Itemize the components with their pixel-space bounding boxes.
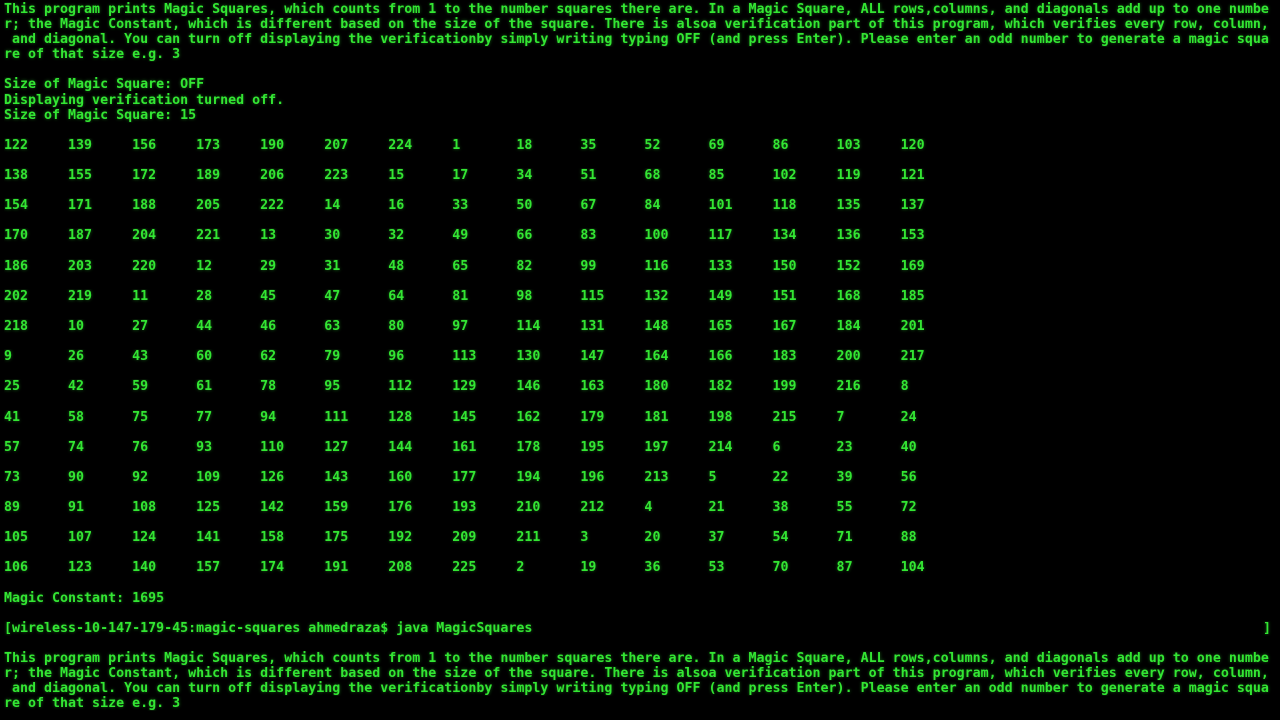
magic-constant-line: Magic Constant: 1695 (4, 590, 165, 606)
program-intro-bottom: This program prints Magic Squares, which… (4, 651, 1280, 711)
grid-row: 106 123 140 157 174 191 208 225 2 19 36 … (4, 560, 965, 576)
blank-line (4, 62, 1280, 77)
grid-row: 57 74 76 93 110 127 144 161 178 195 197 … (4, 439, 965, 455)
intro-line: r; the Magic Constant, which is differen… (4, 666, 1269, 682)
grid-row: 218 10 27 44 46 63 80 97 114 131 148 165… (4, 318, 965, 334)
blank-line (4, 545, 1280, 560)
intro-line: and diagonal. You can turn off displayin… (4, 681, 1269, 697)
blank-line (4, 304, 1280, 319)
blank-line (4, 153, 1280, 168)
intro-line: r; the Magic Constant, which is differen… (4, 17, 1269, 33)
program-intro-top: This program prints Magic Squares, which… (4, 2, 1280, 62)
intro-line: This program prints Magic Squares, which… (4, 651, 1269, 667)
intro-line: re of that size e.g. 3 (4, 696, 181, 712)
grid-row: 105 107 124 141 158 175 192 209 211 3 20… (4, 530, 965, 546)
intro-line: and diagonal. You can turn off displayin… (4, 32, 1269, 48)
blank-line (4, 455, 1280, 470)
intro-line: re of that size e.g. 3 (4, 47, 181, 63)
magic-square-grid: 122 139 156 173 190 207 224 1 18 35 52 6… (4, 138, 1280, 591)
shell-prompt-row: [wireless-10-147-179-45:magic-squares ah… (4, 621, 1280, 636)
size-prompt-15-line: Size of Magic Square: 15 (4, 107, 197, 123)
blank-line (4, 576, 1280, 591)
grid-row: 89 91 108 125 142 159 176 193 210 212 4 … (4, 500, 965, 516)
grid-row: 73 90 92 109 126 143 160 177 194 196 213… (4, 469, 965, 485)
grid-row: 170 187 204 221 13 30 32 49 66 83 100 11… (4, 228, 965, 244)
shell-prompt-line: [wireless-10-147-179-45:magic-squares ah… (4, 620, 533, 636)
blank-line (4, 636, 1280, 651)
grid-row: 138 155 172 189 206 223 15 17 34 51 68 8… (4, 168, 965, 184)
session-output: Size of Magic Square: OFF Displaying ver… (4, 77, 1280, 122)
grid-row: 122 139 156 173 190 207 224 1 18 35 52 6… (4, 137, 965, 153)
grid-row: 186 203 220 12 29 31 48 65 82 99 116 133… (4, 258, 965, 274)
blank-line (4, 606, 1280, 621)
grid-row: 25 42 59 61 78 95 112 129 146 163 180 18… (4, 379, 965, 395)
blank-line (4, 183, 1280, 198)
blank-line (4, 334, 1280, 349)
right-edge-bracket: ] (1262, 620, 1271, 636)
blank-line (4, 244, 1280, 259)
grid-row: 41 58 75 77 94 111 128 145 162 179 181 1… (4, 409, 965, 425)
verification-off-line: Displaying verification turned off. (4, 92, 285, 108)
grid-row: 154 171 188 205 222 14 16 33 50 67 84 10… (4, 198, 965, 214)
blank-line (4, 123, 1280, 138)
grid-row: 202 219 11 28 45 47 64 81 98 115 132 149… (4, 288, 965, 304)
intro-line: This program prints Magic Squares, which… (4, 2, 1269, 17)
blank-line (4, 274, 1280, 289)
size-prompt-off-line: Size of Magic Square: OFF (4, 77, 205, 93)
blank-line (4, 213, 1280, 228)
blank-line (4, 364, 1280, 379)
grid-row: 9 26 43 60 62 79 96 113 130 147 164 166 … (4, 349, 965, 365)
blank-line (4, 425, 1280, 440)
blank-line (4, 485, 1280, 500)
blank-line (4, 394, 1280, 409)
blank-line (4, 515, 1280, 530)
